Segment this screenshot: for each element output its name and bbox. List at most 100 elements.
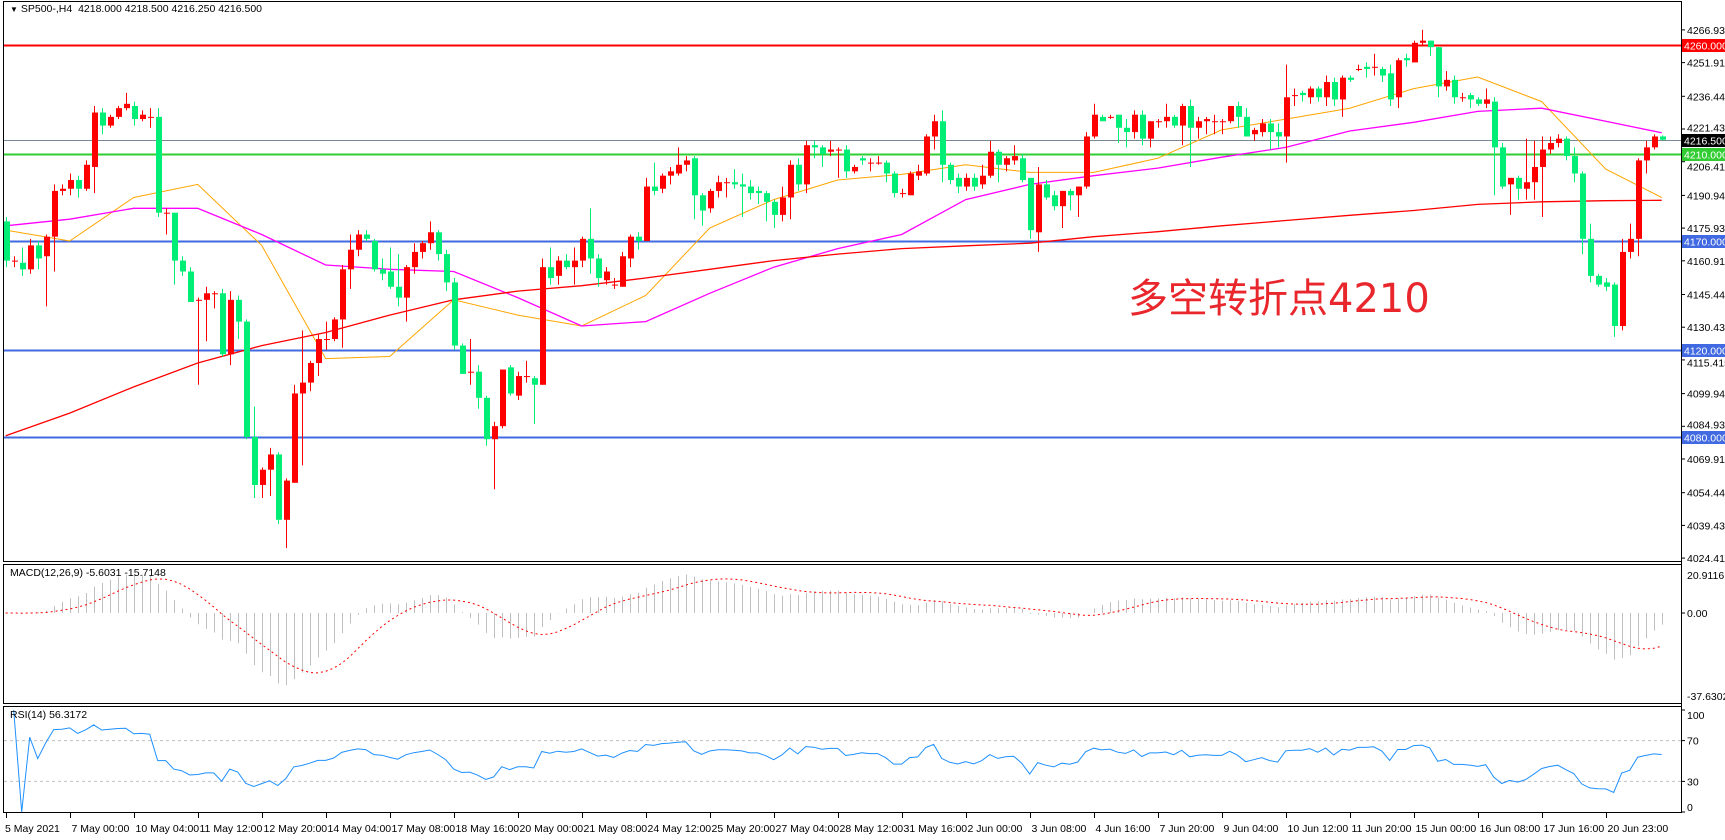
price-badges: 4260.000 4216.500 4210.000 4170.000 4120.000…: [1682, 39, 1725, 445]
symbol-label: SP500-,H4: [20, 3, 73, 15]
price-badge-label: 4080.000: [1684, 433, 1725, 445]
candle-bull: [124, 103, 130, 109]
x-tick-label: 11 Jun 20:00: [1352, 823, 1412, 835]
candle-bull: [1196, 121, 1202, 128]
candle-bull: [1180, 105, 1186, 126]
candle-bull: [612, 284, 618, 286]
candle-bull: [1308, 88, 1314, 98]
macd-pane: [5, 574, 1663, 686]
candle-bull: [644, 186, 650, 242]
candle-bear: [1468, 95, 1474, 100]
candle-bear: [1116, 114, 1122, 128]
candle-bear: [1236, 105, 1242, 117]
candle-bull: [1156, 121, 1162, 123]
candle-bear: [1172, 116, 1178, 126]
candle-bear: [156, 116, 162, 213]
candle-bull: [1292, 95, 1298, 97]
candle-bear: [244, 321, 250, 438]
candle-bull: [724, 182, 730, 184]
candle-bull: [1508, 177, 1514, 185]
candle-bull: [1420, 40, 1426, 43]
candle-bull: [1092, 114, 1098, 137]
x-tick-label: 4 Jun 16:00: [1096, 823, 1151, 835]
candle-bull: [1372, 66, 1378, 68]
candle-bull: [308, 362, 314, 383]
candle-bear: [1564, 138, 1570, 157]
candle-bull: [604, 271, 610, 281]
candle-bull: [660, 175, 666, 189]
rsi-axis: 100 70 30 0: [1681, 709, 1705, 814]
candle-bull: [876, 162, 882, 164]
candles: [4, 29, 1666, 549]
rsi-tick-label: 100: [1687, 710, 1705, 722]
candle-bear: [1604, 282, 1610, 287]
candle-bull: [404, 267, 410, 298]
candle-bear: [1492, 101, 1498, 148]
candle-bear: [1244, 116, 1250, 137]
rsi-line: [13, 709, 1662, 812]
candle-bear: [884, 162, 890, 174]
y-tick-label: 4236.445: [1687, 91, 1725, 103]
candle-bull: [1532, 166, 1538, 183]
candle-bear: [1452, 79, 1458, 98]
candle-bull: [868, 162, 874, 164]
candle-bear: [1428, 40, 1434, 48]
candle-bull: [1652, 136, 1658, 148]
y-tick-label: 4099.945: [1687, 389, 1725, 401]
moving-averages: [5, 76, 1662, 437]
price-badge: [1682, 235, 1725, 248]
candle-bull: [1548, 143, 1554, 150]
candle-bull: [1644, 147, 1650, 161]
y-tick-label: 4175.930: [1687, 223, 1725, 235]
candle-bull: [348, 249, 354, 270]
candle-bear: [732, 182, 738, 185]
candle-bull: [28, 245, 34, 270]
candle-bull: [68, 180, 74, 189]
x-tick-label: 17 Jun 16:00: [1544, 823, 1605, 835]
candle-bear: [1404, 58, 1410, 61]
candle-bear: [1300, 92, 1306, 96]
candle-bull: [804, 145, 810, 185]
candle-bear: [1588, 238, 1594, 276]
candle-bear: [1612, 284, 1618, 326]
candle-bear: [1052, 195, 1058, 207]
candle-bull: [1484, 99, 1490, 104]
x-tick-label: 7 May 00:00: [72, 823, 130, 835]
x-tick-label: 5 May 2021: [5, 823, 60, 835]
price-badge: [1682, 39, 1725, 52]
macd-pane-frame: [3, 564, 1682, 704]
candle-bear: [132, 105, 138, 120]
rsi-tick-label: 0: [1687, 802, 1693, 814]
candle-bull: [1556, 138, 1562, 144]
candle-bull: [1340, 77, 1346, 100]
candle-bear: [1660, 136, 1666, 140]
candle-bull: [572, 260, 578, 268]
x-tick-label: 11 May 12:00: [200, 823, 263, 835]
candle-bear: [76, 180, 82, 189]
candle-bull: [828, 149, 834, 152]
x-tick-label: 3 Jun 08:00: [1032, 823, 1087, 835]
candle-bear: [1020, 158, 1026, 181]
candle-bear: [860, 158, 866, 161]
candle-bull: [900, 193, 906, 195]
candle-bull: [492, 426, 498, 440]
price-badge-label: 4216.500: [1684, 136, 1725, 148]
candle-bear: [20, 262, 26, 270]
horizontal-lines: [4, 44, 1681, 439]
ohlc-readout: 4218.000 4218.500 4216.250 4216.500: [78, 3, 262, 15]
candle-bear: [1596, 275, 1602, 285]
candle-bear: [1100, 116, 1106, 122]
candle-bear: [508, 367, 514, 394]
candle-bear: [252, 437, 258, 485]
y-tick-label: 4266.930: [1687, 25, 1725, 37]
header-arrow-icon[interactable]: ▼: [10, 5, 18, 14]
candle-bull: [1628, 238, 1634, 252]
candle-bull: [260, 469, 266, 485]
candle-bear: [940, 121, 946, 165]
candle-bull: [924, 136, 930, 174]
rsi-pane: [4, 709, 1681, 812]
candle-bear: [388, 271, 394, 287]
candle-bear: [1316, 88, 1322, 98]
candle-bull: [1524, 182, 1530, 189]
